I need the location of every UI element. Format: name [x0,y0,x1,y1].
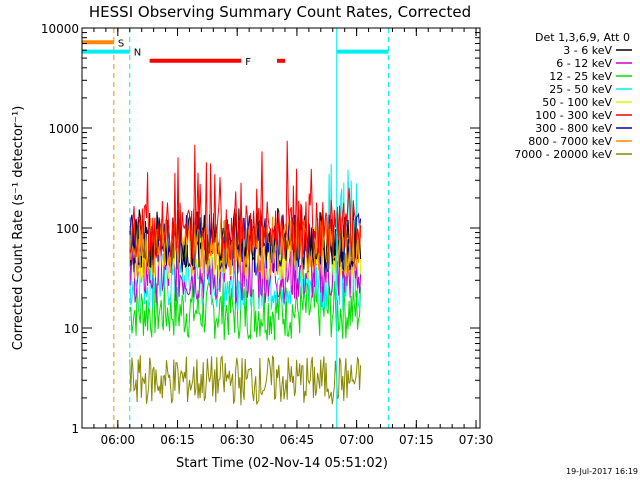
legend-label-5: 100 - 300 keV [535,109,612,122]
y-tick-label-1: 10 [64,322,79,336]
legend-label-1: 6 - 12 keV [556,57,612,70]
x-tick-label-5: 07:15 [399,433,434,447]
x-tick-label-0: 06:00 [101,433,136,447]
legend-label-8: 7000 - 20000 keV [514,148,612,161]
x-tick-label-3: 06:45 [280,433,315,447]
series-layer [129,140,362,406]
y-tick-label-2: 100 [56,222,79,236]
chart-title: HESSI Observing Summary Count Rates, Cor… [89,3,471,21]
x-tick-label-2: 06:30 [220,433,255,447]
series-line-5 [129,140,362,261]
legend-label-0: 3 - 6 keV [563,44,612,57]
flag-label-0: S [118,38,124,49]
legend-label-2: 12 - 25 keV [549,70,612,83]
y-tick-label-4: 10000 [41,22,79,36]
series-line-7 [129,216,362,277]
footer-date: 19-Jul-2017 16:19 [566,467,638,476]
legend-label-3: 25 - 50 keV [549,83,612,96]
legend-label-6: 300 - 800 keV [535,122,612,135]
x-axis-label: Start Time (02-Nov-14 05:51:02) [176,456,388,471]
x-tick-label-1: 06:15 [160,433,195,447]
y-axis-label: Corrected Count Rate (s⁻¹ detector⁻¹) [11,106,26,351]
x-tick-label-4: 07:00 [339,433,374,447]
legend-title: Det 1,3,6,9, Att 0 [535,31,630,44]
axis-layer: 06:00 06:15 06:30 06:45 07:00 07:15 07:30 1 10 10… [41,22,494,447]
flag-label-3: F [245,57,251,68]
series-line-8 [129,355,362,406]
overlay-layer: SN F [81,28,389,428]
x-tick-label-6: 07:30 [459,433,494,447]
legend-label-4: 50 - 100 keV [542,96,612,109]
flag-label-1: N [134,48,141,59]
legend-label-7: 800 - 7000 keV [528,135,612,148]
y-tick-label-3: 1000 [48,122,79,136]
y-tick-label-0: 1 [71,422,79,436]
